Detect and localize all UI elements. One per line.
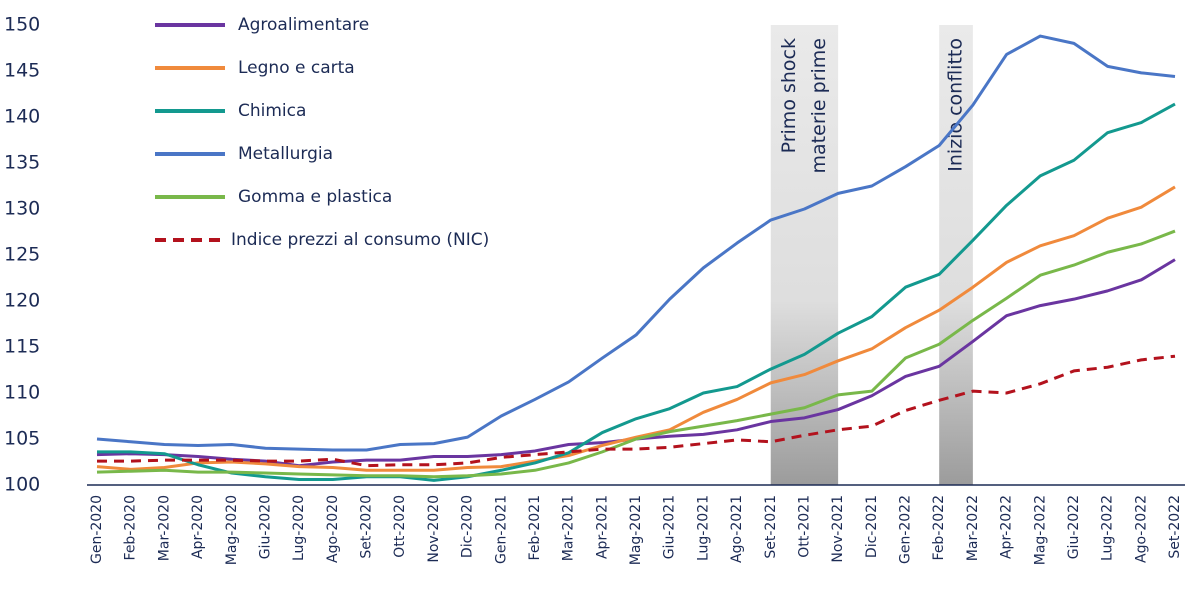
x-tick-label: Gen-2021 [493,495,509,564]
x-tick-label: Mar-2021 [561,495,577,561]
legend-label: Indice prezzi al consumo (NIC) [231,230,489,250]
x-tick-label: Set-2021 [763,495,779,559]
x-tick-label: Gen-2020 [89,495,105,564]
x-tick-label: Apr-2020 [190,495,206,559]
annotation-text: Primo shock [778,38,800,153]
legend-label: Agroalimentare [238,15,369,35]
y-tick-label: 120 [4,290,40,312]
y-tick-label: 105 [4,428,40,450]
y-tick-label: 110 [4,382,40,404]
x-tick-label: Mag-2021 [628,495,644,565]
annotation-text: materie prime [808,38,830,173]
series-line [97,354,1176,468]
x-tick-label: Set-2022 [1167,495,1183,559]
x-tick-label: Mag-2020 [224,495,240,565]
x-tick-label: Lug-2021 [695,495,711,561]
legend-label: Legno e carta [238,58,355,78]
x-tick-label: Ago-2020 [325,495,341,563]
series-line [97,102,1176,482]
legend-label: Chimica [238,101,306,121]
y-tick-label: 115 [4,336,40,358]
annotation-band [939,25,973,485]
x-tick-label: Giu-2020 [257,495,273,559]
x-tick-label: Apr-2021 [594,495,610,559]
x-tick-label: Ott-2020 [392,495,408,558]
y-tick-label: 135 [4,152,40,174]
series-line [96,34,1176,452]
y-tick-label: 100 [4,474,40,496]
x-tick-label: Lug-2022 [1100,495,1116,561]
x-tick-label: Giu-2022 [1066,495,1082,559]
annotation-text: Inizio conflitto [945,38,967,172]
x-tick-label: Ago-2021 [729,495,745,563]
x-tick-label: Mag-2022 [1032,495,1048,565]
series-line [96,229,1176,479]
x-tick-label: Apr-2022 [999,495,1015,559]
x-tick-label: Ago-2022 [1133,495,1149,563]
legend-label: Gomma e plastica [238,187,392,207]
y-tick-label: 130 [4,198,40,220]
y-tick-label: 150 [4,14,40,36]
x-tick-label: Feb-2022 [931,495,947,560]
x-tick-label: Gen-2022 [898,495,914,564]
x-tick-label: Mar-2020 [156,495,172,561]
x-tick-label: Feb-2020 [123,495,139,560]
y-tick-label: 145 [4,60,40,82]
x-tick-label: Dic-2020 [460,495,476,558]
x-tick-label: Nov-2021 [830,495,846,563]
x-tick-label: Nov-2020 [426,495,442,563]
x-tick-label: Dic-2021 [864,495,880,558]
x-tick-label: Mar-2022 [965,495,981,561]
x-tick-label: Lug-2020 [291,495,307,561]
series-line [96,185,1176,472]
series-line [96,258,1176,468]
y-tick-label: 140 [4,106,40,128]
x-tick-label: Set-2020 [359,495,375,559]
x-tick-label: Feb-2021 [527,495,543,560]
x-tick-label: Giu-2021 [662,495,678,559]
legend-label: Metallurgia [238,144,333,164]
y-tick-label: 125 [4,244,40,266]
x-tick-label: Ott-2021 [796,495,812,558]
